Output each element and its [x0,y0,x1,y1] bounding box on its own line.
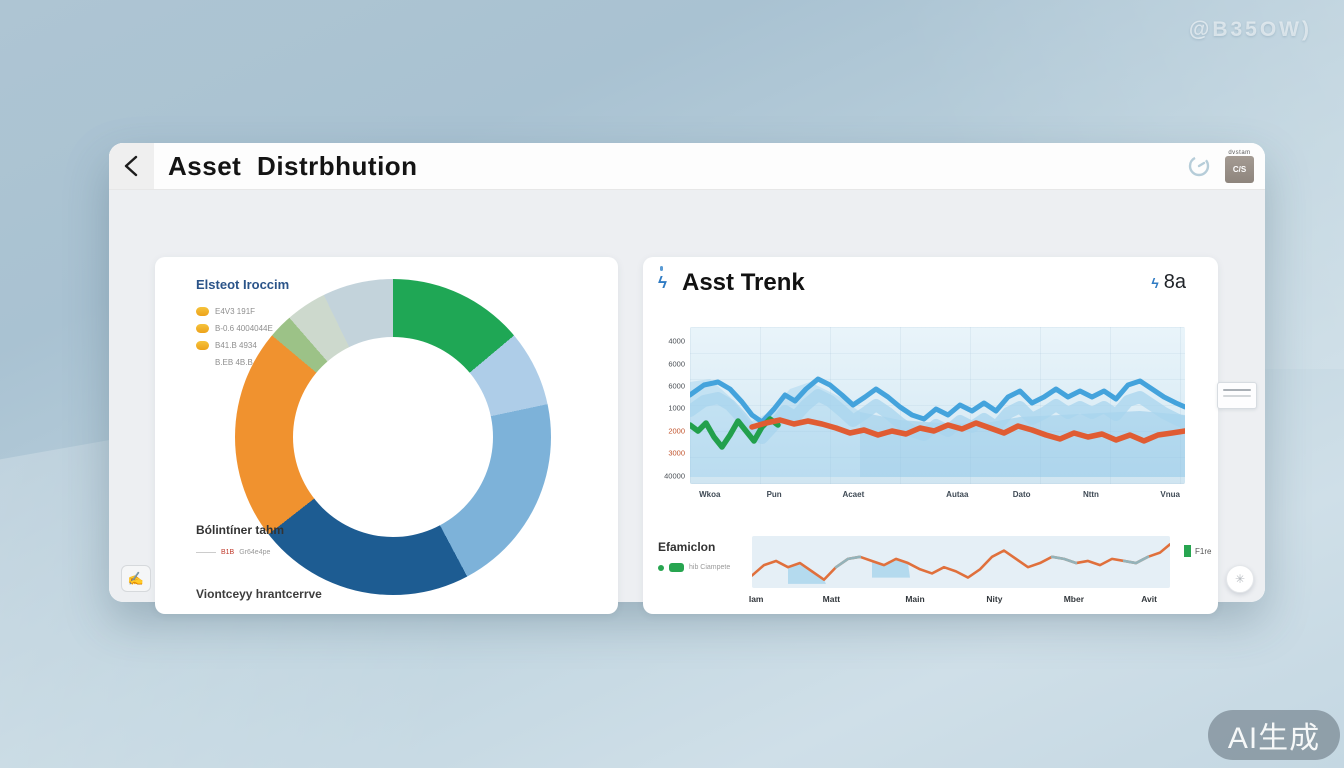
series-teal-1 [834,555,862,569]
detail-popup[interactable] [1217,382,1257,409]
legend-item: B-0.6 4004044E [196,320,273,337]
x-tick-label: Acaet [842,490,865,499]
x-tick-label: Iam [748,594,764,604]
asset-distribution-card: Elsteot Iroccim E4V3 191F B-0.6 4004044E B… [155,257,618,614]
series-patch-1 [788,563,826,584]
mini-chart-plot [752,536,1170,588]
refresh-button[interactable] [1187,154,1211,178]
y-tick-label: 4000 [668,336,685,346]
legend-item: E4V3 191F [196,303,273,320]
legend-item-label: E4V3 191F [215,307,256,316]
pie-card-title: Elsteot Iroccim [196,277,290,292]
mini-legend-text: hib Ciampete [689,564,731,571]
mini-right-legend: F1re [1184,545,1211,557]
x-tick-label: Vnua [1160,490,1180,499]
legend-marker-icon [196,341,209,350]
x-tick-label: Nttn [1082,490,1099,499]
legend-item: B.EB 4B.B [196,354,273,371]
series-teal-2 [1050,555,1078,565]
watermark-text: @B35OW) [1188,18,1312,41]
green-pill-icon [669,563,684,572]
x-tick-label: Mber [1063,594,1085,604]
main-chart-x-axis: Wkoa Pun Acaet Autaa Dato Nttn Vnua [690,490,1185,504]
mini-chart-svg [752,543,1170,584]
legend-item: B41.B 4934 [196,337,273,354]
legend-marker-icon [196,307,209,316]
ai-generated-badge: AI生成 [1208,710,1340,760]
x-tick-label: Avit [1141,594,1157,604]
asterisk-icon: ✳ [1234,572,1246,586]
legend-marker-icon [196,358,209,367]
x-tick-label: Nity [986,594,1003,604]
page-title: Asset Distrbhution [168,150,418,181]
series-blue-area [860,411,1185,477]
donut-chart [235,279,551,595]
pie-sub-legend: B1B Gr64e4pe [196,549,270,556]
period-selector[interactable]: ϟ 8a [1151,271,1186,294]
legend-item-label: B.EB 4B.B [215,358,253,367]
back-button[interactable] [109,143,154,189]
export-control: dvstam C/S [1225,150,1254,183]
asset-trend-card: ϟ Asst Trenk ϟ 8a 4000 6000 6000 1000 2000 30… [643,257,1218,614]
mini-section-legend: hib Ciampete [658,563,730,572]
pie-footer-subtitle: Bólintíner tahm [196,523,285,537]
clock-icon [1188,155,1210,177]
header-actions: dvstam C/S [1187,150,1265,183]
legend-marker-icon [196,324,209,333]
gesture-button[interactable]: ✍ [121,565,151,592]
app-window: Asset Distrbhution dvstam C/S Elsteot Ir… [109,143,1265,614]
x-tick-label: Dato [1012,490,1031,499]
x-tick-label: Main [905,594,925,604]
pie-footer-note: Viontceyy hrantcerrve [196,587,322,601]
legend-item-label: B41.B 4934 [215,341,257,350]
series-blue [690,376,1185,425]
popup-line [1223,395,1251,397]
y-tick-label: 2000 [668,426,685,436]
y-tick-label: 6000 [668,359,685,369]
period-label: 8a [1163,271,1186,293]
y-tick-label: 1000 [668,403,685,413]
series-teal-3 [1122,555,1150,565]
pie-legend: E4V3 191F B-0.6 4004044E B41.B 4934 B.EB 4B… [196,303,273,371]
export-caption: dvstam [1228,149,1251,156]
y-tick-label: 6000 [668,381,685,391]
period-icon: ϟ [1151,274,1159,291]
legend-line-icon [196,552,216,553]
donut-hole [293,337,493,537]
y-tick-label: 3000 [668,448,685,458]
main-chart-plot [690,327,1185,484]
window-content: Elsteot Iroccim E4V3 191F B-0.6 4004044E B… [109,190,1265,614]
series-orange [752,543,1170,581]
main-chart-y-axis: 4000 6000 6000 1000 2000 3000 40000 [649,327,687,484]
trend-card-header: ϟ Asst Trenk ϟ 8a [643,257,1218,313]
y-tick-label: 40000 [664,471,685,481]
window-header: Asset Distrbhution dvstam C/S [109,143,1265,190]
x-tick-label: Pun [766,490,782,499]
legend-item-label: B-0.6 4004044E [215,324,273,333]
mini-section-title: Efamiclon [658,540,716,554]
main-chart-svg [690,376,1185,477]
gesture-icon: ✍ [127,570,145,586]
pie-sub-legend-label: Gr64e4pe [239,549,271,556]
series-orange [749,417,1185,444]
lightning-icon: ϟ [658,266,667,293]
pie-sub-legend-value: B1B [221,549,235,556]
assistant-fab-button[interactable]: ✳ [1226,565,1254,593]
x-tick-label: Autaa [946,490,969,499]
export-button[interactable]: C/S [1225,155,1254,183]
green-dot-icon [658,564,664,571]
mini-chart-x-axis: Iam Matt Main Nity Mber Avit [748,594,1170,606]
popup-line [1223,389,1251,391]
series-patch-2 [872,558,910,578]
chevron-left-icon [124,155,137,177]
green-square-icon [1184,545,1191,557]
trend-card-title: Asst Trenk [682,269,805,296]
x-tick-label: Wkoa [699,490,721,499]
x-tick-label: Matt [822,594,841,604]
mini-right-legend-label: F1re [1195,546,1212,556]
